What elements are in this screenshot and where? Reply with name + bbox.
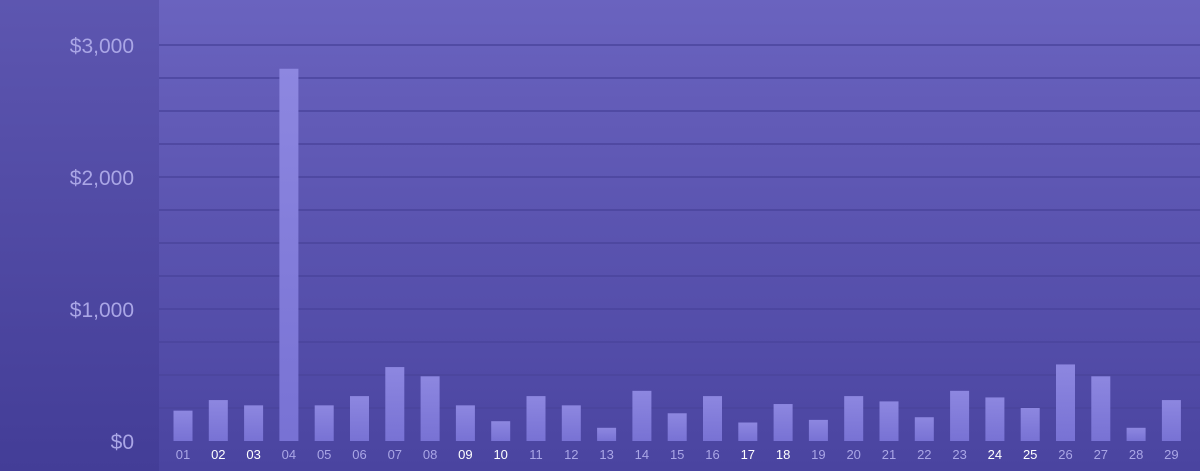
x-tick-label: 25 xyxy=(1023,447,1037,462)
x-tick-label: 19 xyxy=(811,447,825,462)
bar-12[interactable] xyxy=(562,405,581,441)
bar-21[interactable] xyxy=(880,401,899,441)
y-axis-ticks: $0 $1,000 $2,000 $3,000 xyxy=(70,35,134,454)
x-tick-label: 03 xyxy=(246,447,260,462)
x-tick-label: 11 xyxy=(529,447,543,462)
bar-18[interactable] xyxy=(774,404,793,441)
bar-09[interactable] xyxy=(456,405,475,441)
bar-05[interactable] xyxy=(315,405,334,441)
bar-16[interactable] xyxy=(703,396,722,441)
x-tick-label: 20 xyxy=(846,447,860,462)
bar-27[interactable] xyxy=(1091,376,1110,441)
x-tick-label: 08 xyxy=(423,447,437,462)
bars xyxy=(174,69,1181,441)
y-tick-label: $2,000 xyxy=(70,167,134,190)
x-tick-label: 26 xyxy=(1058,447,1072,462)
bar-08[interactable] xyxy=(421,376,440,441)
bar-20[interactable] xyxy=(844,396,863,441)
bar-13[interactable] xyxy=(597,428,616,441)
x-tick-label: 22 xyxy=(917,447,931,462)
x-tick-label: 27 xyxy=(1094,447,1108,462)
y-tick-label: $0 xyxy=(111,431,134,454)
x-tick-label: 28 xyxy=(1129,447,1143,462)
x-tick-label: 13 xyxy=(599,447,613,462)
bar-24[interactable] xyxy=(985,397,1004,441)
bar-07[interactable] xyxy=(385,367,404,441)
x-tick-label: 17 xyxy=(741,447,755,462)
y-tick-label: $1,000 xyxy=(70,299,134,322)
bar-15[interactable] xyxy=(668,413,687,441)
x-tick-label: 12 xyxy=(564,447,578,462)
bar-11[interactable] xyxy=(527,396,546,441)
x-tick-label: 18 xyxy=(776,447,790,462)
bar-10[interactable] xyxy=(491,421,510,441)
x-tick-label: 15 xyxy=(670,447,684,462)
x-tick-label: 29 xyxy=(1164,447,1178,462)
x-axis-ticks: 01 02 03 04 05 06 07 08 09 10 11 12 13 14 15 16 17 18 19 20… xyxy=(176,447,1200,462)
x-tick-label: 04 xyxy=(282,447,296,462)
x-tick-label: 06 xyxy=(352,447,366,462)
bar-02[interactable] xyxy=(209,400,228,441)
x-tick-label: 16 xyxy=(705,447,719,462)
bar-29[interactable] xyxy=(1162,400,1181,441)
gridlines xyxy=(159,45,1200,408)
x-tick-label: 05 xyxy=(317,447,331,462)
bar-03[interactable] xyxy=(244,405,263,441)
x-tick-label: 21 xyxy=(882,447,896,462)
bar-23[interactable] xyxy=(950,391,969,441)
x-tick-label: 14 xyxy=(635,447,649,462)
x-tick-label: 23 xyxy=(952,447,966,462)
bar-28[interactable] xyxy=(1127,428,1146,441)
bar-04[interactable] xyxy=(279,69,298,441)
bar-19[interactable] xyxy=(809,420,828,441)
x-tick-label: 07 xyxy=(388,447,402,462)
bar-26[interactable] xyxy=(1056,364,1075,441)
x-tick-label: 01 xyxy=(176,447,190,462)
bar-22[interactable] xyxy=(915,417,934,441)
x-tick-label: 10 xyxy=(493,447,507,462)
bar-06[interactable] xyxy=(350,396,369,441)
bar-01[interactable] xyxy=(174,411,193,441)
bar-14[interactable] xyxy=(632,391,651,441)
y-tick-label: $3,000 xyxy=(70,35,134,58)
x-tick-label: 02 xyxy=(211,447,225,462)
x-tick-label: 09 xyxy=(458,447,472,462)
bar-17[interactable] xyxy=(738,423,757,441)
bar-25[interactable] xyxy=(1021,408,1040,441)
x-tick-label: 24 xyxy=(988,447,1002,462)
